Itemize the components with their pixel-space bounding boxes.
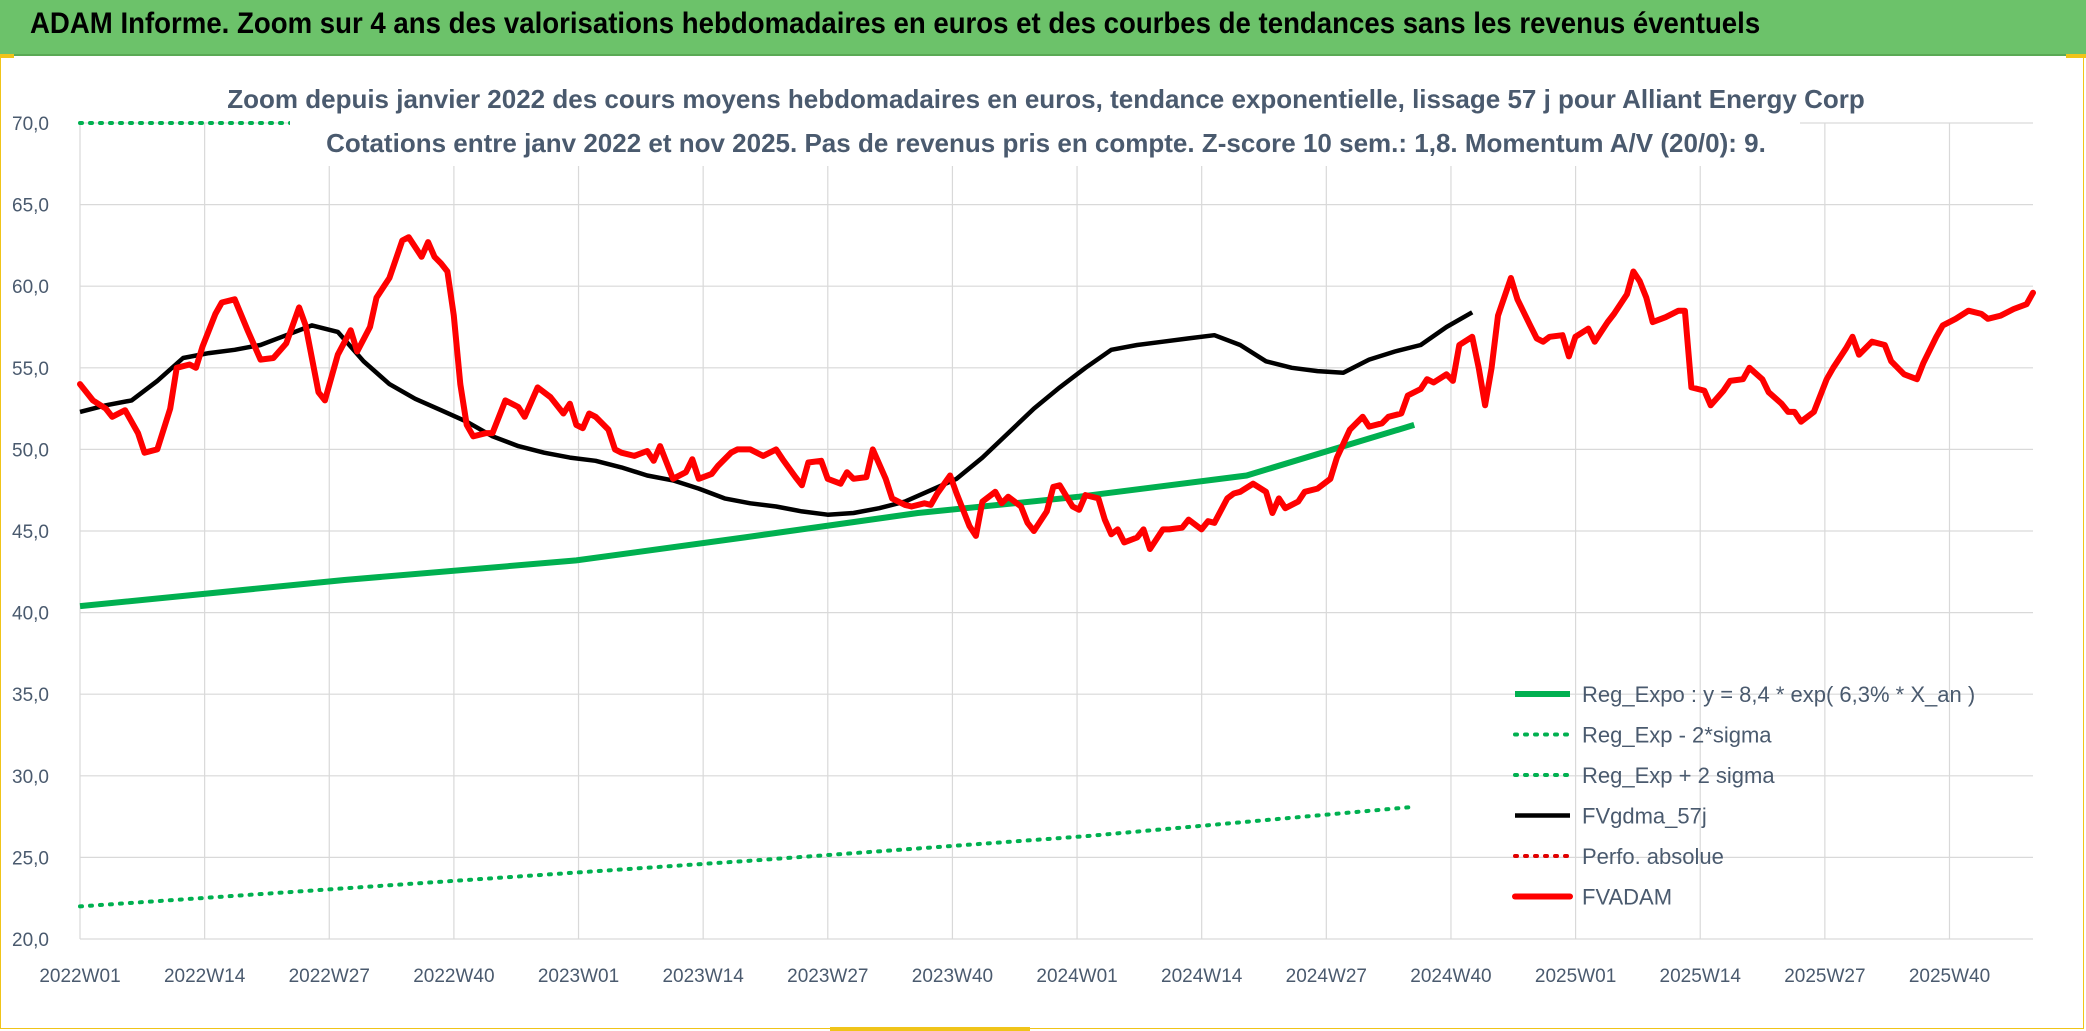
series-line-reg-expo-y-8-4-exp-6-3-x-an	[79, 422, 1416, 610]
x-tick-label: 2023W40	[912, 966, 993, 987]
legend-label: Reg_Exp + 2 sigma	[1582, 763, 1775, 788]
x-axis-ticks: 2022W01 2022W14 2022W27 2022W40 2023W01 2023W…	[39, 966, 1990, 987]
chart-grid	[79, 122, 2033, 940]
y-tick-label: 65,0	[12, 196, 49, 217]
legend-label: FVgdma_57j	[1582, 804, 1707, 829]
x-tick-label: 2025W01	[1535, 966, 1616, 987]
x-tick-label: 2024W40	[1410, 966, 1491, 987]
x-tick-label: 2025W14	[1660, 966, 1742, 987]
x-tick-label: 2024W14	[1161, 966, 1243, 987]
legend-label: Perfo. absolue	[1582, 844, 1724, 869]
frame-corner-mark-right	[2066, 54, 2086, 58]
report-header: ADAM Informe. Zoom sur 4 ans des valoris…	[0, 0, 2086, 56]
y-tick-label: 30,0	[12, 767, 49, 788]
x-tick-label: 2025W40	[1909, 966, 1990, 987]
chart-subtitle-line-2: Cotations entre janv 2022 et nov 2025. P…	[326, 128, 1766, 158]
chart-title-block: Zoom depuis janvier 2022 des cours moyen…	[227, 78, 1865, 166]
y-tick-label: 60,0	[12, 277, 49, 298]
frame-corner-mark-left	[0, 54, 14, 58]
x-tick-label: 2022W40	[413, 966, 494, 987]
frame-bottom-mark	[830, 1027, 1030, 1031]
chart-frame	[0, 54, 2084, 1029]
y-tick-label: 40,0	[12, 604, 49, 625]
report-title: ADAM Informe. Zoom sur 4 ans des valoris…	[30, 7, 1761, 40]
chart-legend: Reg_Expo : y = 8,4 * exp( 6,3% * X_an ) R…	[1512, 682, 1975, 910]
x-tick-label: 2024W01	[1036, 966, 1117, 987]
y-tick-label: 50,0	[12, 440, 49, 461]
y-tick-label: 35,0	[12, 685, 49, 706]
legend-label: Reg_Exp - 2*sigma	[1582, 723, 1772, 748]
x-tick-label: 2022W01	[39, 966, 120, 987]
x-tick-label: 2023W01	[538, 966, 619, 987]
legend-label: Reg_Expo : y = 8,4 * exp( 6,3% * X_an )	[1582, 682, 1975, 707]
x-tick-label: 2024W27	[1286, 966, 1367, 987]
series-line-reg-exp-2-sigma	[78, 804, 1417, 909]
y-tick-label: 45,0	[12, 522, 49, 543]
y-axis-ticks: 20,0 25,0 30,0 35,0 40,0 45,0 50,0 55,0 60,0 65,0…	[12, 114, 49, 951]
x-tick-label: 2022W14	[164, 966, 246, 987]
title-background	[290, 78, 1800, 166]
x-tick-label: 2023W27	[787, 966, 868, 987]
x-tick-label: 2023W14	[662, 966, 744, 987]
series-line-fvgdma-57j	[79, 310, 1474, 517]
y-tick-label: 70,0	[12, 114, 49, 135]
legend-label: FVADAM	[1582, 885, 1672, 910]
x-tick-label: 2025W27	[1784, 966, 1865, 987]
chart-title-line-1: Zoom depuis janvier 2022 des cours moyen…	[227, 84, 1865, 114]
x-tick-label: 2022W27	[289, 966, 370, 987]
series-line-fvadam	[77, 234, 2036, 552]
y-tick-label: 25,0	[12, 848, 49, 869]
y-tick-label: 20,0	[12, 930, 49, 951]
chart-series	[77, 121, 2036, 909]
y-tick-label: 55,0	[12, 359, 49, 380]
